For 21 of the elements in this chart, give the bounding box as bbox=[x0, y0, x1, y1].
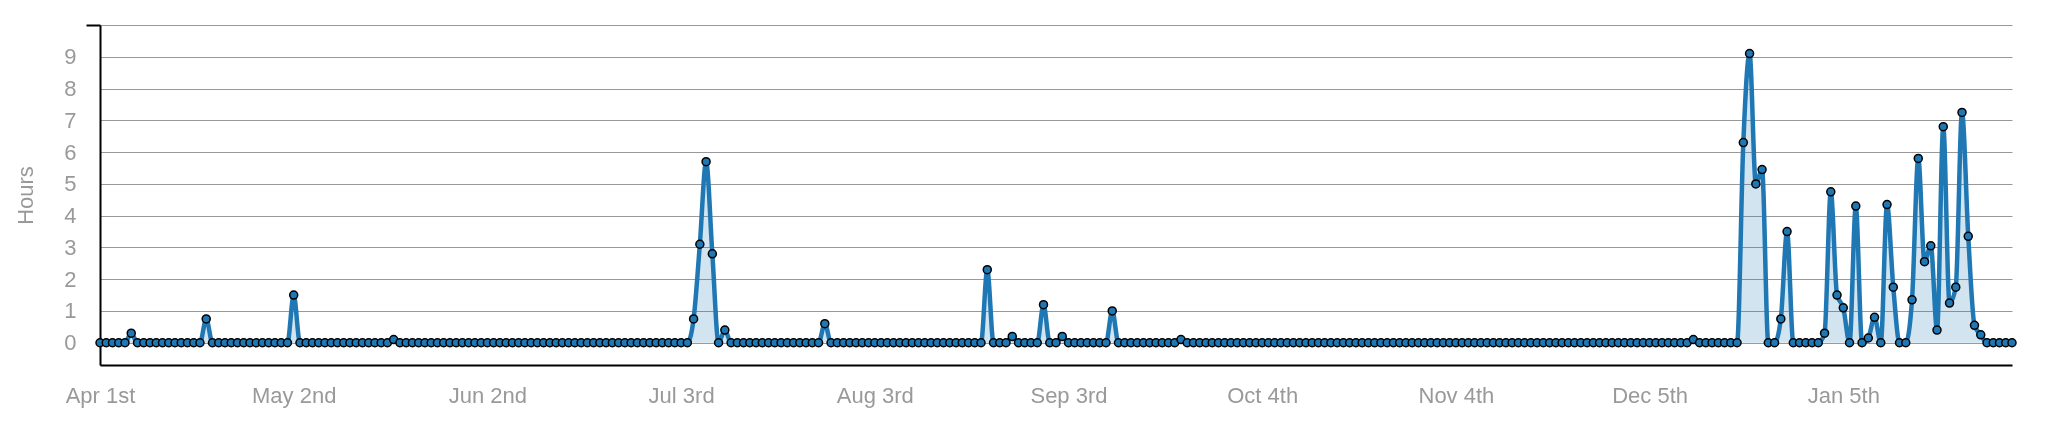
y-tick-label: 4 bbox=[64, 203, 77, 229]
y-tick-label: 3 bbox=[64, 234, 77, 260]
x-tick-label: Jan 5th bbox=[1807, 382, 1880, 408]
x-tick-label: Jul 3rd bbox=[648, 382, 715, 408]
y-axis-title: Hours bbox=[13, 166, 39, 225]
y-tick-label: 0 bbox=[64, 330, 77, 356]
y-tick-label: 9 bbox=[64, 44, 77, 70]
x-tick-label: Nov 4th bbox=[1418, 382, 1495, 408]
x-tick-label: Oct 4th bbox=[1227, 382, 1299, 408]
y-tick-label: 8 bbox=[64, 76, 77, 102]
x-tick-label: Dec 5th bbox=[1612, 382, 1689, 408]
x-tick-label: Aug 3rd bbox=[836, 382, 914, 408]
y-tick-label: 5 bbox=[64, 171, 77, 197]
x-tick-label: May 2nd bbox=[252, 382, 337, 408]
y-tick-label: 7 bbox=[64, 107, 77, 133]
y-tick-label: 2 bbox=[64, 266, 77, 292]
x-tick-label: Apr 1st bbox=[65, 382, 136, 408]
x-tick-label: Sep 3rd bbox=[1030, 382, 1108, 408]
y-tick-label: 1 bbox=[64, 298, 77, 324]
y-tick-label: 6 bbox=[64, 139, 77, 165]
x-tick-label: Jun 2nd bbox=[448, 382, 528, 408]
